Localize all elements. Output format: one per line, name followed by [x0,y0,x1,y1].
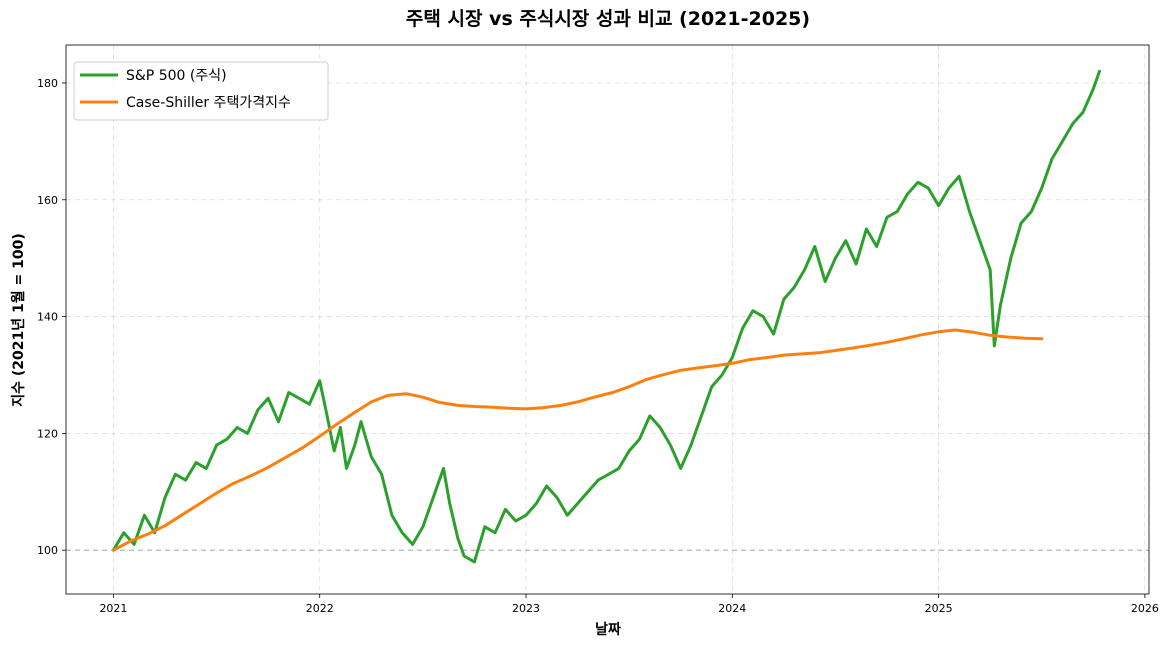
y-tick-label-4: 180 [37,77,58,90]
x-tick-label-5: 2026 [1131,602,1159,615]
grid [66,45,1149,594]
plot-frame [65,44,1150,595]
y-tick-label-0: 100 [37,544,58,557]
x-tick-label-2: 2023 [512,602,540,615]
y-tick-label-3: 160 [37,194,58,207]
x-axis-label: 날짜 [595,622,621,638]
x-axis: 2021 2022 2023 2024 2025 2026 [99,594,1159,615]
legend-label-case-shiller: Case-Shiller 주택가격지수 [126,95,291,111]
legend: S&P 500 (주식) Case-Shiller 주택가격지수 [73,61,329,121]
y-axis: 100 120 140 160 180 [37,77,66,557]
series-line-0 [111,69,1101,564]
x-tick-label-0: 2021 [99,602,127,615]
series-group [111,69,1101,564]
legend-label-sp500: S&P 500 (주식) [126,68,227,84]
legend-box [73,61,329,121]
x-tick-label-4: 2025 [925,602,953,615]
y-tick-label-1: 120 [37,427,58,440]
x-tick-label-3: 2024 [718,602,746,615]
chart-title: 주택 시장 vs 주식시장 성과 비교 (2021-2025) [406,8,810,30]
y-tick-label-2: 140 [37,311,58,324]
x-tick-label-1: 2022 [306,602,334,615]
series-line-1 [111,328,1044,552]
y-axis-label: 지수 (2021년 1월 = 100) [10,233,27,406]
